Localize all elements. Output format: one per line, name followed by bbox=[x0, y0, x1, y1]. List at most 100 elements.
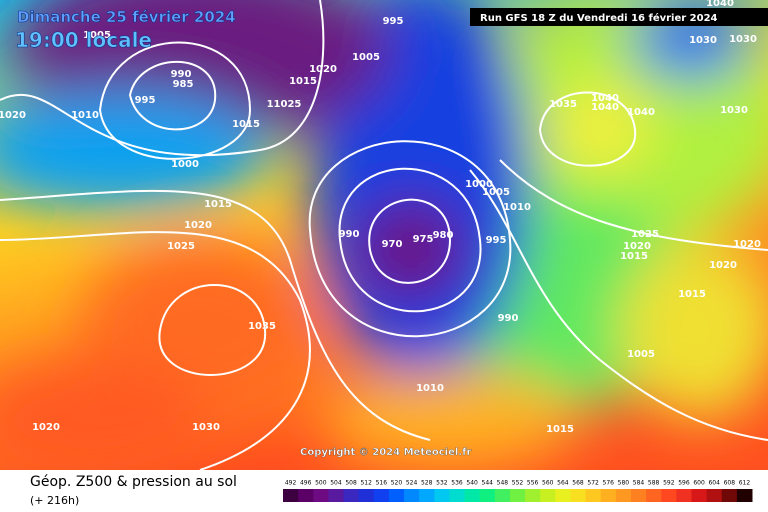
isobar-label: 1020 bbox=[733, 239, 761, 250]
legend-label: 536 bbox=[451, 480, 463, 487]
legend-label: 532 bbox=[436, 480, 448, 487]
legend-label: 588 bbox=[648, 480, 660, 487]
legend-swatch bbox=[661, 489, 677, 502]
isobar-label: 11025 bbox=[267, 99, 302, 110]
color-legend: 492 496 500 504 508 512 516 520 524 528 532 536 540 5… bbox=[283, 480, 753, 502]
legend-label: 600 bbox=[693, 480, 705, 487]
legend-label: 548 bbox=[497, 480, 509, 487]
legend-swatch bbox=[298, 489, 314, 502]
legend-label: 552 bbox=[512, 480, 524, 487]
isobar-label: 1005 bbox=[352, 52, 380, 63]
legend-label: 612 bbox=[739, 480, 751, 487]
legend-swatch bbox=[434, 489, 450, 502]
isobar-label: 1025 bbox=[167, 241, 195, 252]
legend-label: 492 bbox=[285, 480, 297, 487]
footer-title: Géop. Z500 & pression au sol bbox=[30, 474, 237, 490]
legend-swatch bbox=[464, 489, 481, 502]
legend-swatch bbox=[283, 489, 299, 502]
legend-swatch bbox=[540, 489, 556, 502]
isobar-label: 1000 bbox=[465, 179, 493, 190]
isobar-label: 995 bbox=[383, 16, 404, 27]
isobar-label: 1015 bbox=[678, 289, 706, 300]
legend-swatch bbox=[525, 489, 541, 502]
isobar-labels: 1005990985995101010201000101510151020110… bbox=[0, 0, 761, 435]
legend-label: 568 bbox=[572, 480, 584, 487]
legend-swatch bbox=[449, 489, 466, 502]
field bbox=[0, 0, 768, 480]
isobar-label: 1015 bbox=[232, 119, 260, 130]
legend-swatch bbox=[585, 489, 602, 502]
legend-swatch bbox=[706, 489, 723, 502]
legend-swatch bbox=[388, 489, 405, 502]
legend-label: 596 bbox=[678, 480, 690, 487]
isobar-label: 1020 bbox=[709, 260, 737, 271]
legend-swatch bbox=[358, 489, 375, 502]
legend-swatch bbox=[691, 489, 708, 502]
legend-label: 544 bbox=[482, 480, 494, 487]
legend-label: 608 bbox=[724, 480, 736, 487]
isobar-label: 1005 bbox=[627, 349, 655, 360]
legend-swatch bbox=[373, 489, 390, 502]
isobar-label: 1010 bbox=[503, 202, 531, 213]
legend-label: 576 bbox=[603, 480, 615, 487]
isobar-label: 995 bbox=[135, 95, 156, 106]
isobar-label: 1040 bbox=[591, 102, 619, 113]
isobar-label: 980 bbox=[433, 230, 454, 241]
isobar-label: 990 bbox=[339, 229, 360, 240]
legend-swatch bbox=[419, 489, 435, 502]
footer-lead: (+ 216h) bbox=[30, 494, 79, 507]
isobar-label: 990 bbox=[498, 313, 519, 324]
legend-swatch bbox=[570, 489, 587, 502]
legend-swatch bbox=[646, 489, 662, 502]
legend-label: 508 bbox=[345, 480, 357, 487]
isobar-label: 990 bbox=[171, 69, 192, 80]
isobar-label: 970 bbox=[382, 239, 403, 250]
run-box bbox=[470, 8, 768, 26]
isobar-label: 1035 bbox=[549, 99, 577, 110]
isobar-label: 1035 bbox=[248, 321, 276, 332]
isobar-label: 1005 bbox=[482, 187, 510, 198]
isobar-label: 1025 bbox=[631, 229, 659, 240]
legend-label: 556 bbox=[527, 480, 539, 487]
isobar-label: 975 bbox=[413, 234, 434, 245]
legend-swatch bbox=[615, 489, 632, 502]
isobar-label: 1000 bbox=[171, 159, 199, 170]
date-label: Dimanche 25 février 2024 bbox=[17, 8, 236, 26]
isobar-label: 1020 bbox=[184, 220, 212, 231]
legend-label: 512 bbox=[360, 480, 372, 487]
isobar-label: 1010 bbox=[71, 110, 99, 121]
isobar-label: 1030 bbox=[729, 34, 757, 45]
isobar-label: 1020 bbox=[32, 422, 60, 433]
isobar-label: 1005 bbox=[83, 30, 111, 41]
legend-label: 564 bbox=[557, 480, 569, 487]
legend-label: 496 bbox=[300, 480, 312, 487]
isobar-label: 1040 bbox=[627, 107, 655, 118]
isobar-label: 1020 bbox=[309, 64, 337, 75]
copyright: Copyright © 2024 Meteociel.fr bbox=[300, 447, 471, 458]
isobar-label: 1030 bbox=[689, 35, 717, 46]
run-label: Run GFS 18 Z du Vendredi 16 février 2024 bbox=[480, 12, 718, 24]
isobar-label: 1015 bbox=[546, 424, 574, 435]
legend-swatch bbox=[630, 489, 647, 502]
legend-label: 540 bbox=[466, 480, 478, 487]
isobar-label: 1020 bbox=[623, 241, 651, 252]
isobar-label: 1015 bbox=[620, 251, 648, 262]
legend-label: 592 bbox=[663, 480, 675, 487]
isobar-label: 1015 bbox=[204, 199, 232, 210]
legend-label: 580 bbox=[618, 480, 630, 487]
legend-swatch bbox=[479, 489, 496, 502]
legend-swatch bbox=[721, 489, 738, 502]
legend-swatch bbox=[600, 489, 617, 502]
time-label: 19:00 locale bbox=[15, 28, 152, 52]
isobar-label: 1010 bbox=[416, 383, 444, 394]
legend-swatch bbox=[494, 489, 511, 502]
legend-label: 504 bbox=[330, 480, 342, 487]
isobar-label: 1040 bbox=[706, 0, 734, 9]
isobar-label: 1020 bbox=[0, 110, 26, 121]
legend-label: 572 bbox=[587, 480, 599, 487]
legend-swatch bbox=[313, 489, 329, 502]
legend-label: 500 bbox=[315, 480, 327, 487]
isobar-label: 1030 bbox=[720, 105, 748, 116]
legend-label: 528 bbox=[421, 480, 433, 487]
